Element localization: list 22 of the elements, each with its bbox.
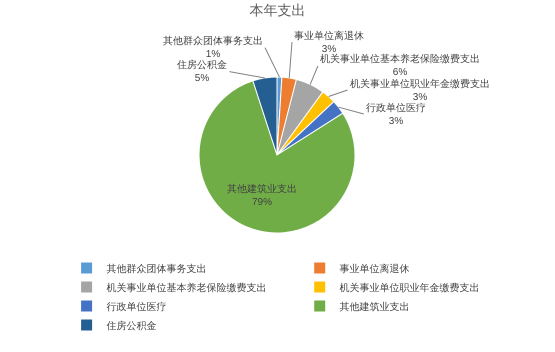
chart-title: 本年支出 [250,2,306,18]
legend-label: 其他群众团体事务支出 [106,262,207,275]
legend-label: 行政单位医疗 [106,300,167,313]
legend-label: 机关事业单位基本养老保险缴费支出 [106,282,267,294]
slice-label: 机关事业单位基本养老保险缴费支出 [320,53,480,65]
legend-label: 事业单位离退休 [340,262,410,275]
data-label: 79% [252,197,272,208]
slice-label: 住房公积金 [177,59,227,71]
slice-label: 其他群众团体事务支出 [163,35,263,47]
data-label: 3% [412,92,428,103]
slice-label: 事业单位离退休 [294,30,364,42]
legend-label: 机关事业单位职业年金缴费支出 [340,282,480,294]
data-label: 1% [206,49,220,60]
slice-label: 机关事业单位职业年金缴费支出 [350,78,490,90]
legend-label: 其他建筑业支出 [340,300,410,313]
legend-label: 住房公积金 [106,320,157,332]
slice-label: 行政单位医疗 [366,102,426,114]
data-label: 6% [392,67,408,78]
data-label: 5% [194,73,210,84]
slice-label: 其他建筑业支出 [227,183,297,195]
data-label: 3% [322,44,336,55]
data-label: 3% [388,116,404,127]
